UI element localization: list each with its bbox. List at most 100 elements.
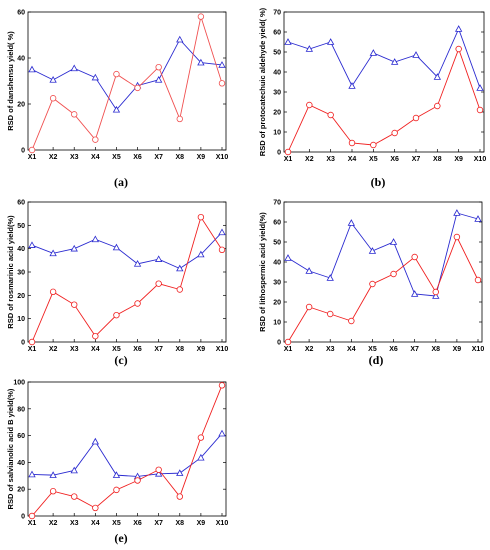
data-point-triangle <box>369 49 378 56</box>
x-tick-label: X4 <box>91 154 100 161</box>
y-tick-label: 70 <box>273 10 281 17</box>
data-point-circle <box>28 338 36 346</box>
panel-label: (b) <box>371 175 386 189</box>
series-line-triangle <box>287 212 479 297</box>
x-tick-label: X7 <box>154 346 163 353</box>
y-axis-label: RSD of lithospermic acid yield(%) <box>258 212 267 332</box>
x-tick-label: X4 <box>348 156 357 163</box>
data-point-circle <box>28 146 36 154</box>
series-line-triangle <box>31 38 223 111</box>
data-point-triangle <box>326 274 334 281</box>
x-tick-label: X1 <box>284 156 293 163</box>
data-point-triangle <box>284 254 292 261</box>
data-point-triangle <box>197 250 205 258</box>
x-tick-label: X2 <box>305 346 314 353</box>
series-line-triangle <box>31 232 223 270</box>
x-tick-label: X3 <box>70 154 79 161</box>
data-point-circle <box>176 286 183 293</box>
data-point-circle <box>327 310 334 318</box>
y-tick-label: 20 <box>273 110 281 117</box>
x-tick-label: X7 <box>154 520 163 527</box>
panel-label: (a) <box>114 175 128 189</box>
y-tick-label: 40 <box>17 246 25 253</box>
data-point-triangle <box>91 437 100 445</box>
y-tick-label: 40 <box>273 260 281 267</box>
data-point-circle <box>71 301 78 308</box>
data-point-triangle <box>305 267 313 274</box>
data-point-circle <box>155 280 162 287</box>
x-tick-label: X4 <box>91 346 100 353</box>
data-point-circle <box>197 213 205 221</box>
data-point-circle <box>49 488 57 495</box>
data-point-circle <box>92 504 99 512</box>
data-point-circle <box>134 300 141 307</box>
data-point-triangle <box>368 247 377 254</box>
x-tick-label: X6 <box>133 520 142 527</box>
data-point-triangle <box>133 260 142 267</box>
plot-frame <box>283 201 483 343</box>
y-tick-label: 70 <box>273 200 281 207</box>
x-tick-label: X4 <box>347 346 356 353</box>
x-tick-label: X2 <box>49 154 58 161</box>
series-line-circle <box>31 14 223 151</box>
data-point-triangle <box>176 264 184 272</box>
data-point-circle <box>411 253 418 261</box>
data-point-triangle <box>91 235 100 243</box>
data-point-triangle <box>284 38 292 45</box>
x-tick-label: X4 <box>91 520 100 527</box>
data-point-triangle <box>176 35 184 43</box>
x-tick-label: X10 <box>474 156 487 163</box>
data-point-circle <box>28 512 36 520</box>
series-line-triangle <box>31 433 223 477</box>
series-line-circle <box>31 216 223 343</box>
data-point-triangle <box>389 238 398 245</box>
panel-label: (e) <box>114 531 127 545</box>
y-tick-label: 60 <box>17 10 25 17</box>
data-point-triangle <box>197 453 205 461</box>
data-point-triangle <box>49 249 57 257</box>
data-point-circle <box>176 115 183 123</box>
data-point-circle <box>218 246 226 254</box>
data-point-triangle <box>70 466 78 474</box>
data-point-circle <box>305 303 313 311</box>
data-point-triangle <box>154 469 163 477</box>
data-point-triangle <box>218 429 226 437</box>
data-point-circle <box>434 102 441 110</box>
x-tick-label: X5 <box>112 520 121 527</box>
x-tick-label: X2 <box>305 156 314 163</box>
data-point-triangle <box>49 76 57 83</box>
series-line-triangle <box>287 27 481 89</box>
y-tick-label: 20 <box>273 300 281 307</box>
y-tick-label: 40 <box>17 460 25 467</box>
data-point-circle <box>284 338 292 346</box>
x-tick-label: X3 <box>326 346 335 353</box>
data-point-circle <box>176 493 183 500</box>
data-point-triangle <box>453 209 461 216</box>
data-point-circle <box>71 493 78 500</box>
data-point-circle <box>71 111 78 118</box>
x-tick-label: X1 <box>28 346 37 353</box>
y-tick-label: 0 <box>277 150 281 157</box>
data-point-circle <box>155 63 162 71</box>
data-point-triangle <box>154 255 163 262</box>
y-tick-label: 0 <box>21 514 25 521</box>
data-point-circle <box>134 477 141 484</box>
y-tick-label: 30 <box>273 280 281 287</box>
data-point-circle <box>455 45 462 53</box>
y-tick-label: 60 <box>273 30 281 37</box>
x-tick-label: X3 <box>326 156 335 163</box>
y-tick-label: 60 <box>17 200 25 207</box>
data-point-triangle <box>326 38 335 45</box>
data-point-circle <box>453 233 461 241</box>
data-point-circle <box>113 70 120 78</box>
data-point-triangle <box>476 84 484 91</box>
data-point-triangle <box>348 82 356 89</box>
y-tick-label: 30 <box>17 270 25 277</box>
data-point-triangle <box>176 469 184 476</box>
chart-panel-2: 0 10 20 30 40 50 60 70 X1 X2 X3 X4 X5 X6 X7 X8 X9 X10 RSD … <box>258 7 486 189</box>
panel-label: (d) <box>369 353 384 367</box>
x-tick-label: X8 <box>175 520 184 527</box>
data-point-triangle <box>432 292 440 299</box>
data-point-circle <box>370 141 377 149</box>
x-tick-label: X10 <box>472 346 485 353</box>
